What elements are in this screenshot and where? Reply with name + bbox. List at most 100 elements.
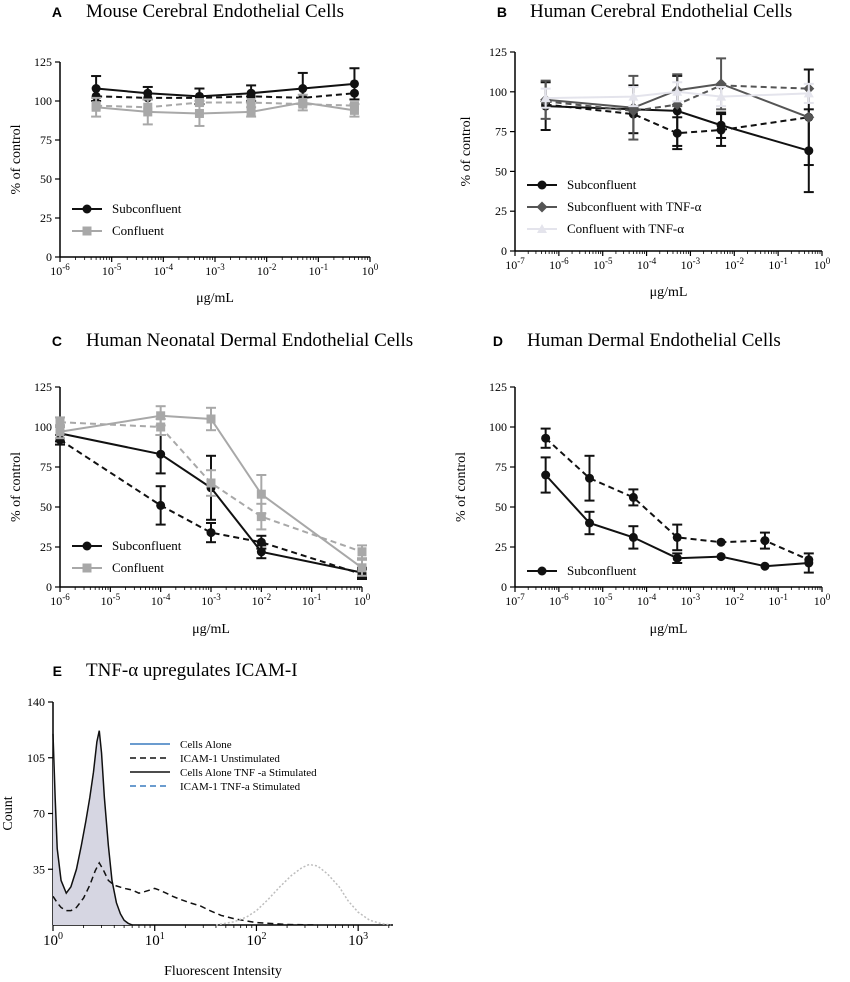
legend-item: ICAM-1 TNF-a Stimulated: [130, 781, 301, 793]
panel-letter: B: [497, 4, 507, 20]
y-tick-label: 105: [27, 751, 45, 765]
y-tick-label: 125: [489, 45, 507, 59]
y-axis-label: % of control: [454, 452, 469, 522]
x-tick-label: 10-6: [549, 592, 569, 608]
series-line: [59, 421, 363, 553]
series-line: [96, 101, 355, 115]
x-tick-exponent: 1: [160, 931, 165, 942]
series-4: [91, 98, 359, 112]
panel-c: C Human Neonatal Dermal Endothelial Cells…: [9, 330, 413, 637]
x-tick-exponent: -3: [693, 256, 701, 266]
x-tick-exponent: -6: [62, 592, 70, 602]
x-tick-base: 10: [309, 264, 321, 278]
x-tick-label: 100: [354, 592, 371, 608]
x-tick-label: 10-2: [257, 262, 277, 278]
y-tick-label: 50: [40, 500, 52, 514]
histogram-line: [52, 730, 133, 926]
data-point: [194, 98, 204, 108]
data-point: [628, 492, 638, 502]
x-tick-label: 100: [814, 256, 831, 272]
x-tick-base: 10: [725, 258, 737, 272]
x-tick-label: 101: [145, 931, 165, 949]
x-tick-exponent: 0: [366, 592, 371, 602]
y-axis-label: Count: [1, 796, 16, 830]
data-point: [91, 101, 101, 111]
histogram-fill: [53, 730, 133, 925]
data-point: [156, 422, 166, 432]
x-tick-exponent: -4: [649, 256, 657, 266]
x-tick-base: 10: [637, 258, 649, 272]
x-tick-base: 10: [362, 264, 374, 278]
x-tick-base: 10: [201, 594, 213, 608]
series-5: [540, 81, 814, 109]
data-point: [91, 84, 101, 94]
x-tick-base: 10: [43, 933, 58, 949]
data-point: [156, 411, 166, 421]
x-tick-label: 100: [814, 592, 831, 608]
x-tick-base: 10: [549, 594, 561, 608]
data-point: [246, 107, 256, 117]
data-point: [672, 128, 682, 138]
x-tick-label: 10-3: [205, 262, 225, 278]
y-tick-label: 75: [495, 125, 507, 139]
x-tick-exponent: -1: [780, 256, 788, 266]
y-tick-label: 75: [40, 133, 52, 147]
data-point: [672, 86, 683, 96]
data-point: [357, 563, 367, 573]
x-tick-base: 10: [252, 594, 264, 608]
data-point: [804, 555, 814, 565]
legend-label: Confluent with TNF-α: [567, 221, 684, 236]
x-tick-label: 10-4: [151, 592, 171, 608]
x-tick-exponent: 0: [374, 262, 379, 272]
x-tick-base: 10: [505, 594, 517, 608]
legend-item: Subconfluent: [72, 201, 182, 216]
x-tick-label: 10-2: [725, 592, 745, 608]
x-tick-base: 10: [505, 258, 517, 272]
y-tick-label: 25: [495, 204, 507, 218]
x-tick-base: 10: [145, 933, 160, 949]
x-axis-label: μg/mL: [650, 285, 688, 300]
panel-a: A Mouse Cerebral Endothelial Cells 0 25 50 75…: [9, 1, 379, 306]
data-point: [206, 478, 216, 488]
data-point: [206, 528, 216, 538]
x-tick-label: 10-4: [637, 592, 657, 608]
data-point: [716, 125, 726, 135]
data-point: [55, 427, 65, 437]
x-tick-label: 10-3: [201, 592, 221, 608]
y-tick-label: 0: [46, 580, 52, 594]
x-tick-base: 10: [348, 933, 363, 949]
x-tick-exponent: -4: [166, 262, 174, 272]
x-axis-label: μg/mL: [196, 291, 234, 306]
legend-item: Subconfluent: [527, 563, 637, 578]
x-tick-label: 100: [362, 262, 379, 278]
x-tick-label: 10-3: [681, 256, 701, 272]
legend-marker: [82, 541, 92, 551]
panel-b: B Human Cerebral Endothelial Cells 0 25 50 75…: [459, 1, 831, 300]
panel-letter: E: [53, 663, 62, 679]
data-point: [803, 88, 814, 98]
legend-item: Confluent: [72, 223, 164, 238]
data-point: [194, 108, 204, 118]
x-tick-label: 10-5: [102, 262, 122, 278]
x-tick-base: 10: [814, 594, 826, 608]
x-tick-exponent: 0: [58, 931, 63, 942]
series-line: [96, 92, 355, 99]
legend-item: ICAM-1 Unstimulated: [130, 753, 280, 765]
y-tick-label: 25: [495, 540, 507, 554]
x-tick-label: 10-4: [637, 256, 657, 272]
x-tick-base: 10: [593, 258, 605, 272]
y-tick-label: 100: [489, 420, 507, 434]
y-tick-label: 25: [40, 211, 52, 225]
data-point: [540, 93, 551, 103]
x-tick-exponent: -5: [113, 592, 121, 602]
data-point: [672, 532, 682, 542]
legend-label: ICAM-1 TNF-a Stimulated: [180, 781, 301, 793]
data-point: [715, 79, 727, 91]
x-tick-exponent: -7: [517, 592, 525, 602]
x-tick-exponent: 3: [363, 931, 368, 942]
